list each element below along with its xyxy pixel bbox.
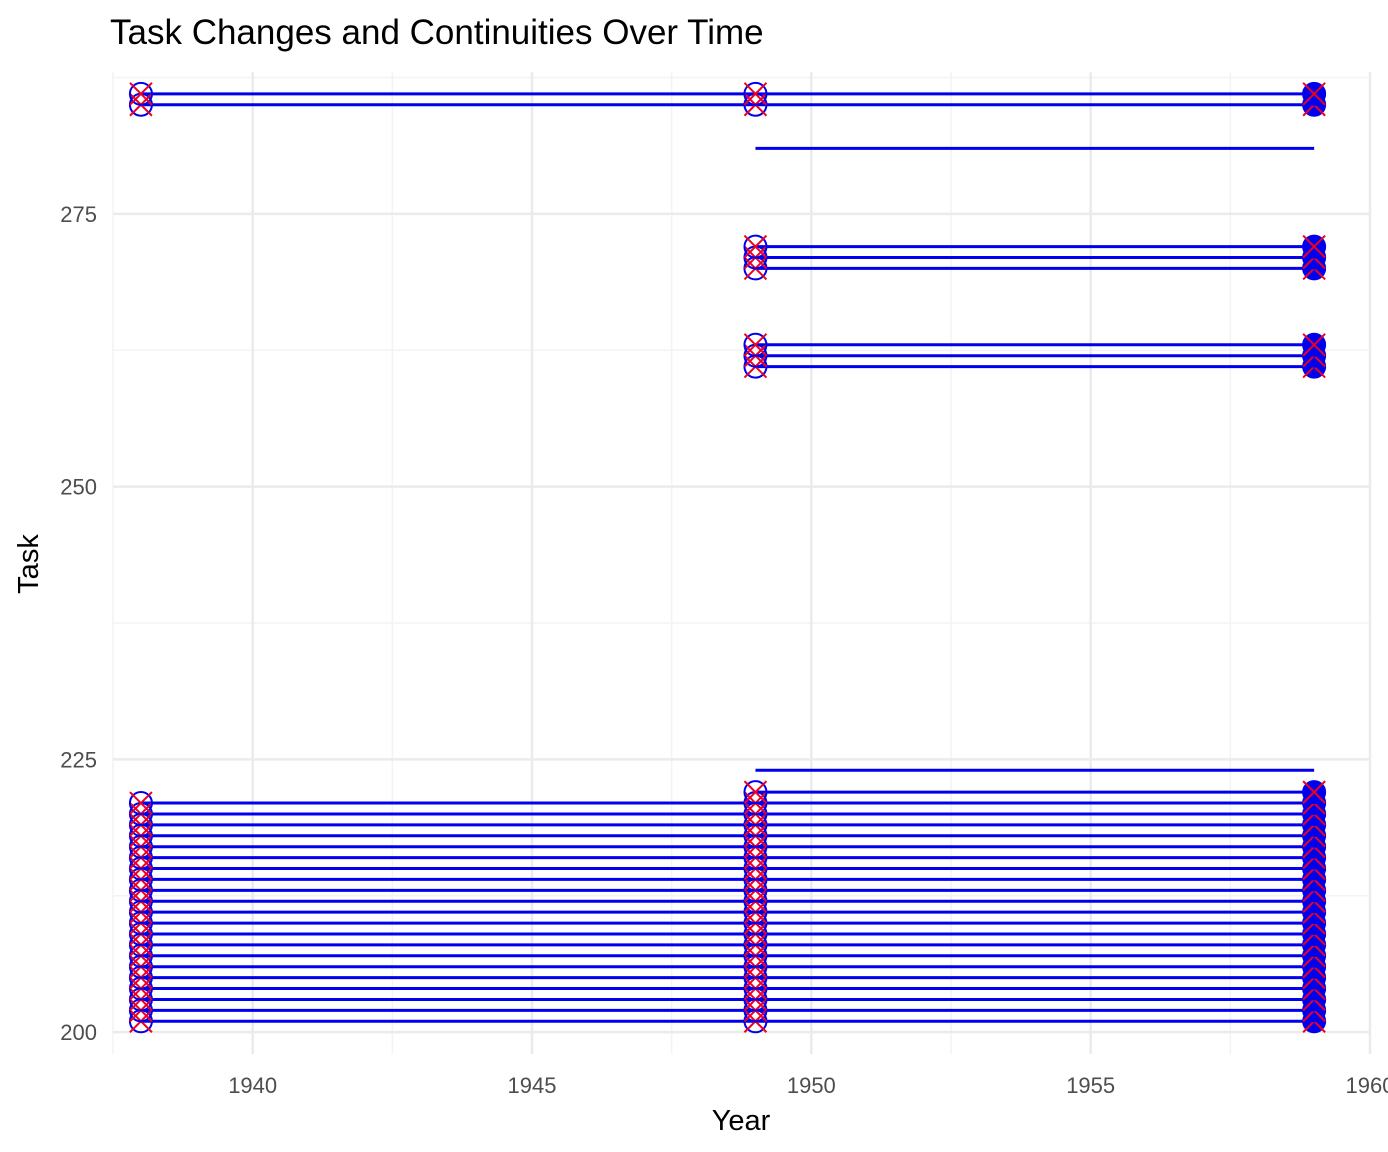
x-point-marker <box>743 234 768 259</box>
y-tick-label: 200 <box>60 1020 97 1045</box>
x-tick-label: 1955 <box>1066 1073 1115 1098</box>
chart-title: Task Changes and Continuities Over Time <box>110 13 764 52</box>
series-lines <box>140 92 1315 1023</box>
x-axis-title: Year <box>712 1105 771 1137</box>
x-point-marker <box>129 791 153 815</box>
y-tick-label: 225 <box>60 747 97 772</box>
x-point-marker <box>743 780 768 804</box>
x-point-marker <box>1302 333 1326 357</box>
y-tick-label: 275 <box>60 202 97 227</box>
x-point-marker <box>743 82 768 106</box>
open-point-marker <box>743 81 768 106</box>
y-axis-title: Task <box>13 534 45 594</box>
tick-labels: 1940 1945 1950 1955 1960 200 225 250 275 <box>60 202 1388 1098</box>
open-point-marker <box>743 780 768 805</box>
x-tick-label: 1950 <box>787 1073 836 1098</box>
markers <box>128 81 1327 1034</box>
open-point-marker <box>743 332 768 357</box>
x-point-marker <box>1302 780 1326 804</box>
open-point-marker <box>128 81 153 106</box>
grid <box>112 72 1372 1054</box>
open-point-marker <box>743 234 768 259</box>
x-point-marker <box>1302 82 1326 106</box>
x-tick-label: 1960 <box>1346 1073 1388 1098</box>
x-point-marker <box>129 82 153 106</box>
x-point-marker <box>1302 234 1326 259</box>
y-tick-label: 250 <box>60 475 97 500</box>
x-tick-label: 1945 <box>508 1073 557 1098</box>
open-point-marker <box>128 791 153 816</box>
x-tick-label: 1940 <box>228 1073 277 1098</box>
x-point-marker <box>743 333 768 357</box>
